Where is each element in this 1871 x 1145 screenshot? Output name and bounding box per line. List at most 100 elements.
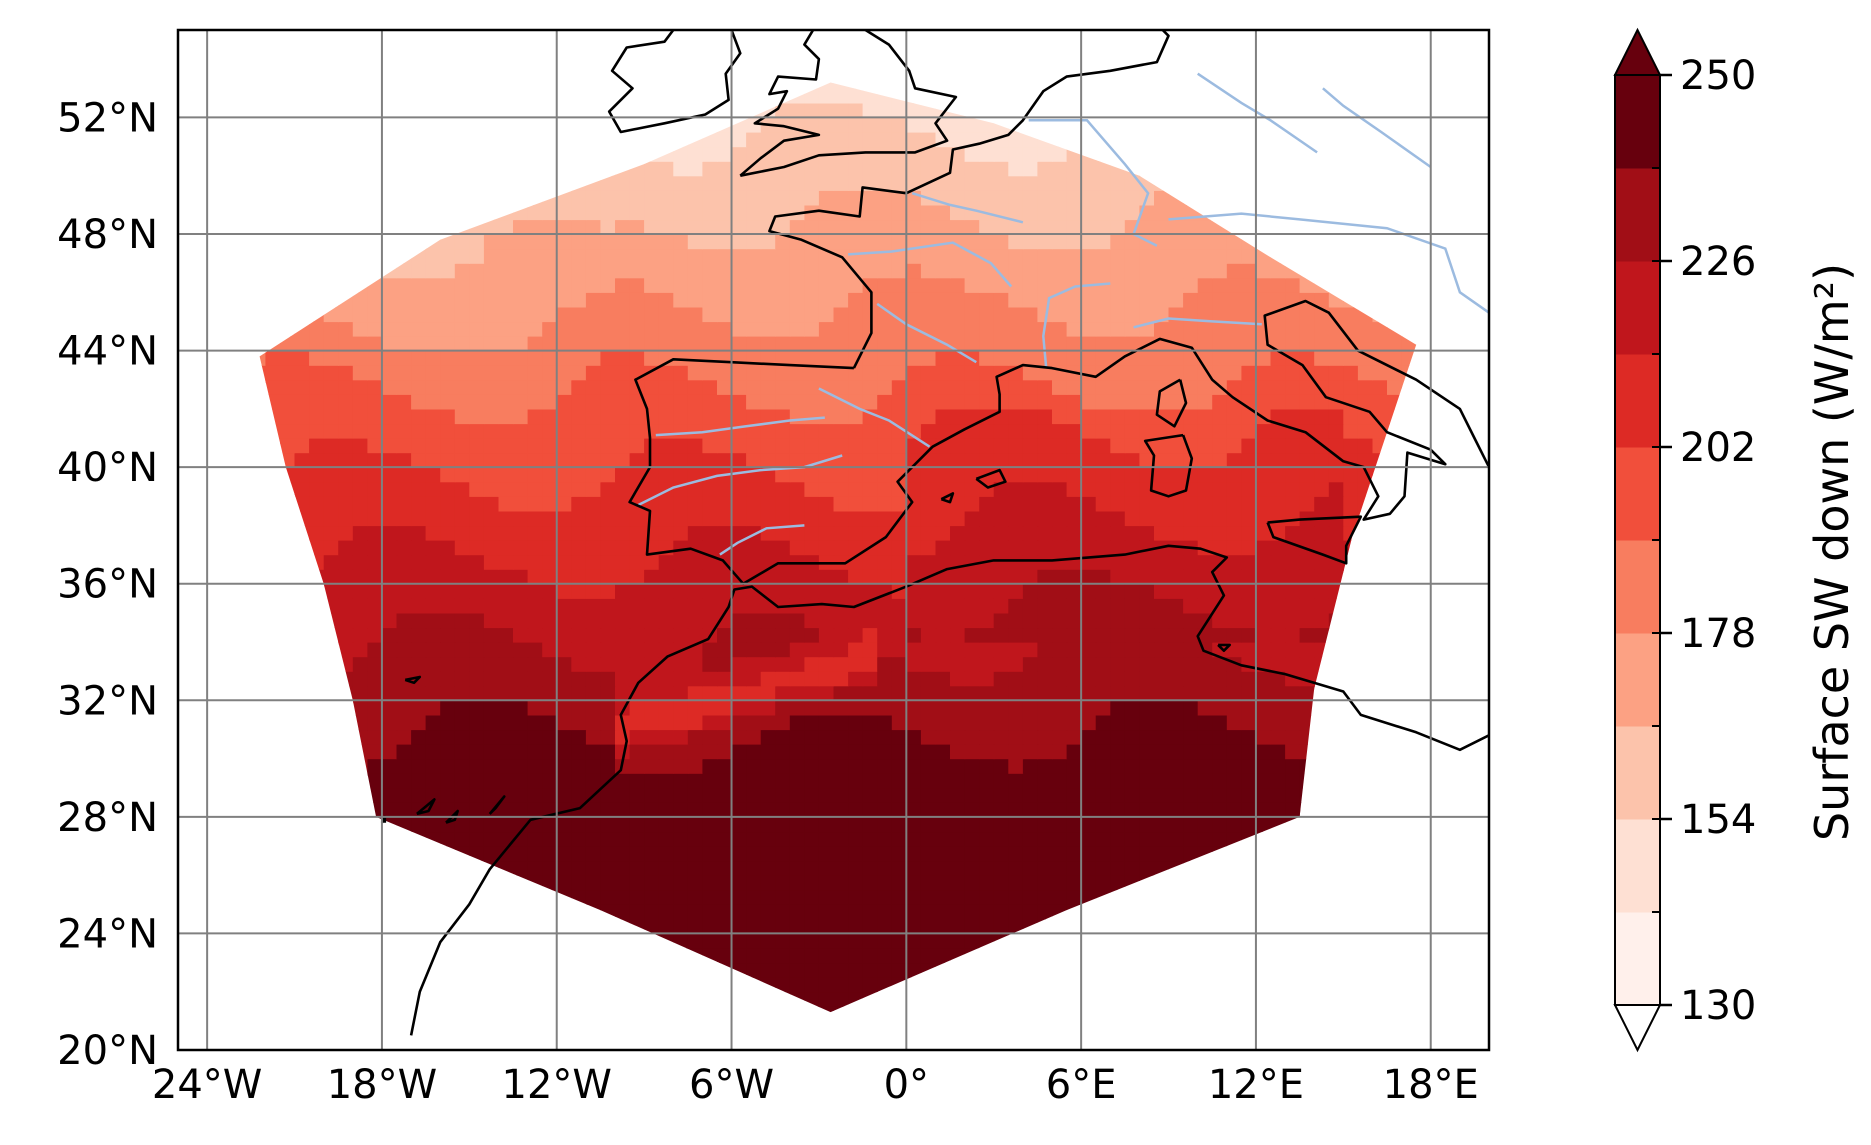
field-cell <box>979 744 995 760</box>
field-cell <box>1270 656 1286 672</box>
field-cell <box>775 321 791 337</box>
field-cell <box>702 860 718 876</box>
field-cell <box>789 481 805 497</box>
field-cell <box>1183 277 1199 293</box>
field-cell <box>935 831 951 847</box>
field-cell <box>542 408 558 425</box>
field-cell <box>1008 452 1024 468</box>
field-cell <box>862 918 878 935</box>
field-cell <box>1197 306 1213 323</box>
field-cell <box>1139 816 1155 833</box>
field-cell <box>629 846 645 862</box>
field-cell <box>818 889 835 905</box>
field-cell <box>877 467 893 483</box>
field-cell <box>1154 612 1170 629</box>
field-cell <box>1124 700 1140 716</box>
field-cell <box>775 656 791 672</box>
field-cell <box>454 394 470 410</box>
field-cell <box>381 306 398 323</box>
field-cell <box>1212 540 1228 556</box>
field-cell <box>1241 787 1257 803</box>
field-cell <box>848 933 864 949</box>
field-cell <box>411 583 427 599</box>
field-cell <box>527 787 543 803</box>
field-cell <box>615 569 631 585</box>
field-cell <box>891 904 907 920</box>
field-cell <box>746 729 762 745</box>
field-cell <box>1226 467 1242 483</box>
field-cell <box>440 831 456 847</box>
field-cell <box>527 685 543 701</box>
field-cell <box>367 758 383 774</box>
field-cell <box>1212 263 1228 279</box>
field-cell <box>1212 627 1228 643</box>
field-cell <box>993 918 1009 935</box>
field-cell <box>833 481 849 497</box>
field-cell <box>1008 467 1024 483</box>
field-cell <box>600 875 616 891</box>
field-cell <box>1037 889 1053 905</box>
field-cell <box>993 540 1009 556</box>
field-cell <box>1241 569 1257 585</box>
field-cell <box>1212 758 1228 774</box>
field-cell <box>367 365 383 381</box>
field-cell <box>848 787 864 803</box>
field-cell <box>818 671 835 687</box>
field-cell <box>513 481 529 497</box>
field-cell <box>848 729 864 745</box>
field-cell <box>760 948 776 964</box>
field-cell <box>1387 365 1403 381</box>
field-cell <box>411 656 427 672</box>
field-cell <box>1095 510 1111 527</box>
field-cell <box>1139 452 1155 468</box>
field-cell <box>585 860 602 876</box>
field-cell <box>833 671 849 687</box>
field-cell <box>309 365 325 381</box>
field-cell <box>760 889 776 905</box>
field-cell <box>906 860 922 876</box>
field-cell <box>760 248 776 264</box>
field-cell <box>425 496 441 512</box>
field-cell <box>804 962 820 978</box>
field-cell <box>906 962 922 978</box>
field-cell <box>950 831 966 847</box>
field-cell <box>717 292 733 308</box>
field-cell <box>1183 510 1199 527</box>
field-cell <box>1081 598 1097 614</box>
field-cell <box>658 685 674 701</box>
field-cell <box>440 554 456 570</box>
field-cell <box>615 248 631 264</box>
field-cell <box>818 846 835 862</box>
field-cell <box>1255 583 1272 599</box>
field-cell <box>600 627 616 643</box>
field-cell <box>1328 336 1344 352</box>
field-cell <box>746 438 762 454</box>
field-cell <box>1022 612 1039 629</box>
field-cell <box>1183 700 1199 716</box>
field-cell <box>1197 336 1213 352</box>
field-cell <box>775 875 791 891</box>
field-cell <box>425 263 441 279</box>
field-cell <box>950 714 966 731</box>
field-cell <box>1241 685 1257 701</box>
field-cell <box>891 336 907 352</box>
field-cell <box>469 248 485 264</box>
field-cell <box>338 554 354 570</box>
field-cell <box>1081 365 1097 381</box>
field-cell <box>1124 758 1140 774</box>
field-cell <box>702 875 718 891</box>
field-cell <box>760 510 776 527</box>
field-cell <box>964 904 980 920</box>
field-cell <box>1226 540 1242 556</box>
field-cell <box>542 612 558 629</box>
field-cell <box>891 321 907 337</box>
field-cell <box>1066 379 1082 395</box>
field-cell <box>1387 379 1403 395</box>
field-cell <box>702 248 718 264</box>
field-cell <box>920 831 937 847</box>
field-cell <box>1183 729 1199 745</box>
field-cell <box>1270 263 1286 279</box>
field-cell <box>935 525 951 541</box>
field-cell <box>367 656 383 672</box>
field-cell <box>1241 306 1257 323</box>
